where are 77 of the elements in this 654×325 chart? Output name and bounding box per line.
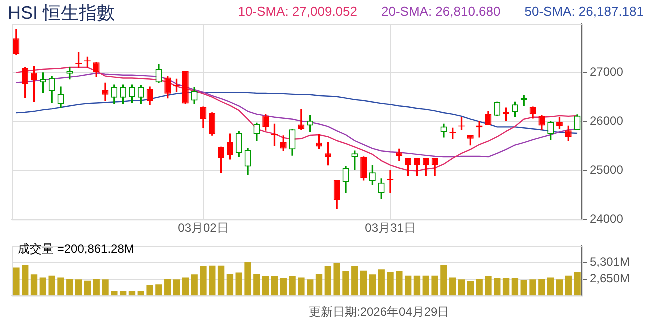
bar — [218, 266, 225, 296]
bar — [440, 265, 448, 296]
bar — [289, 276, 296, 296]
bar — [476, 278, 483, 296]
bar — [422, 276, 430, 296]
bar — [342, 271, 350, 296]
x-tick-label: 03月31日 — [365, 221, 416, 236]
y-tick-label: 27000 — [590, 65, 624, 80]
bar — [352, 266, 358, 296]
bar — [414, 276, 421, 296]
bar — [574, 272, 581, 296]
bar — [191, 274, 198, 296]
text: 更新日期:2026年04月29日 — [309, 304, 450, 321]
bar — [450, 278, 456, 296]
bar — [236, 272, 242, 296]
bar — [13, 268, 20, 296]
bar — [226, 274, 234, 296]
bar — [209, 266, 216, 296]
bar — [387, 272, 394, 296]
candlestick — [298, 109, 305, 130]
bar — [182, 278, 190, 296]
y-tick-label: 5,301M — [590, 255, 630, 270]
bar — [298, 278, 305, 296]
bar — [538, 278, 546, 296]
bar — [48, 276, 56, 296]
bar — [84, 280, 92, 296]
bar — [547, 278, 554, 296]
bar — [520, 280, 528, 296]
bar — [111, 291, 118, 296]
bar — [494, 278, 501, 296]
text: 10-SMA: 27,009.052 — [238, 4, 358, 19]
bar — [334, 263, 340, 296]
y-tick-label: 2,650M — [590, 272, 630, 286]
bar — [556, 280, 564, 296]
bar — [458, 280, 466, 296]
bar — [369, 274, 376, 296]
bar — [200, 266, 207, 296]
bar — [502, 278, 510, 296]
bar — [485, 276, 492, 296]
bar — [164, 278, 172, 296]
y-tick-label: 25000 — [590, 163, 624, 178]
bar — [404, 276, 412, 296]
bar — [324, 266, 332, 296]
bar — [512, 278, 519, 296]
bar — [316, 274, 323, 296]
bar — [66, 278, 74, 296]
bar — [173, 280, 180, 296]
bar — [432, 276, 438, 296]
bar — [244, 262, 252, 296]
x-tick-label: 03月02日 — [178, 221, 229, 236]
bar — [58, 278, 64, 296]
chart-title: 成交量 =200,861.28M — [18, 241, 134, 258]
bar — [22, 265, 29, 296]
chart-title: HSI 恒生指數 — [8, 2, 116, 25]
bar — [30, 274, 38, 296]
bar — [262, 276, 270, 296]
bar — [40, 278, 47, 296]
y-tick-label: 24000 — [590, 212, 624, 226]
bar — [102, 280, 109, 296]
bar — [378, 270, 385, 296]
bar — [530, 280, 536, 296]
y-tick-label: 26000 — [590, 114, 624, 128]
text: 20-SMA: 26,810.680 — [382, 4, 501, 19]
bar — [271, 276, 278, 296]
bar — [280, 278, 287, 296]
bar — [467, 281, 474, 296]
bar — [360, 270, 368, 296]
bar — [93, 278, 100, 296]
candlestick — [387, 170, 394, 194]
bar — [307, 280, 314, 296]
text: 50-SMA: 26,187.181 — [524, 4, 644, 19]
bar — [254, 274, 260, 296]
bar — [565, 276, 572, 296]
bar — [146, 285, 154, 296]
bar — [156, 284, 162, 296]
bar — [75, 280, 82, 296]
bar — [396, 271, 403, 296]
